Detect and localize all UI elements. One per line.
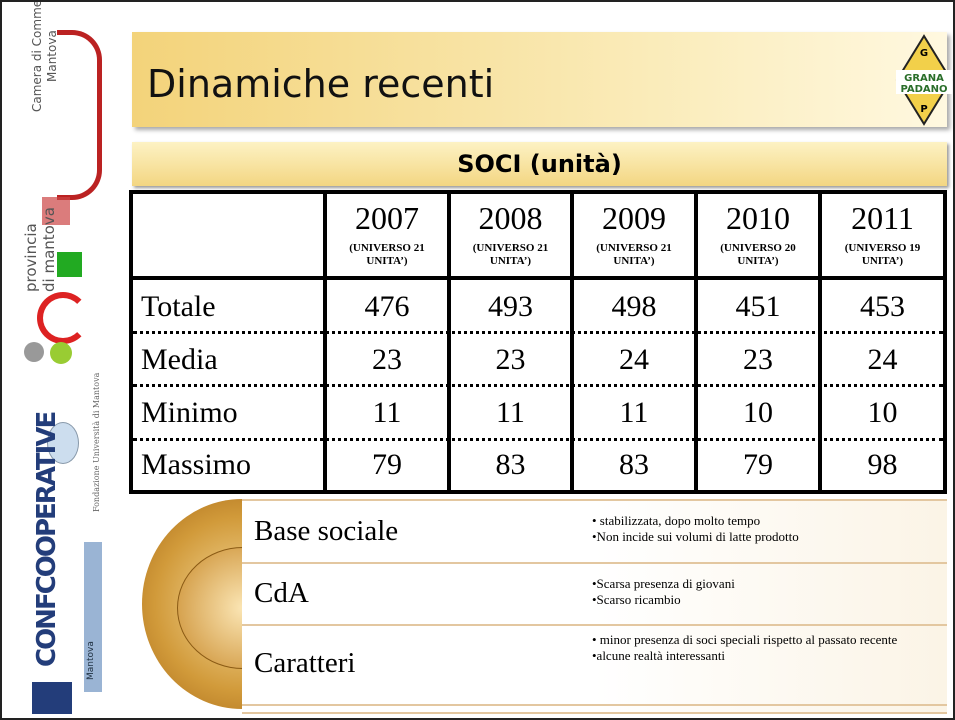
cell-value: 10 [822,386,943,440]
item-label: Caratteri [254,647,356,679]
year-note: (UNIVERSO 20 UNITA’) [720,242,796,267]
bullet: •Scarsa presenza di giovani [592,576,735,591]
corner-cell [133,194,323,276]
row-label: Massimo [133,440,323,490]
cell-value: 23 [698,333,818,386]
item-bar: Caratteri • minor presenza di soci specia… [242,624,947,706]
province-icon [57,252,82,277]
column-header: 2008 (UNIVERSO 21 UNITA’) [451,194,570,276]
cell-value: 10 [698,386,818,440]
logo-text: G [920,48,928,59]
column-header: 2009 (UNIVERSO 21 UNITA’) [574,194,694,276]
year-note: (UNIVERSO 21 UNITA’) [349,242,425,267]
coop-band [84,542,102,692]
cell-value: 476 [327,280,447,333]
title: Dinamiche recenti [147,62,495,106]
dot [50,342,72,364]
cell-value: 23 [327,333,447,386]
year: 2008 [478,200,543,236]
chamber-name: Camera di Commercio [30,0,44,112]
row-separator [133,438,943,441]
column-header: 2007 (UNIVERSO 21 UNITA’) [327,194,447,276]
cell-value: 493 [451,280,570,333]
table-caption: SOCI (unità) [132,142,947,186]
cell-value: 11 [574,386,694,440]
province-name: provincia [22,223,40,292]
item-label: Base sociale [254,514,399,547]
logo-text: GRANA [904,73,944,84]
cell-value: 11 [327,386,447,440]
cell-value: 451 [698,280,818,333]
cell-value: 24 [574,333,694,386]
logo-text: P [920,104,927,115]
foundation-seal [47,422,79,464]
logo-text: PADANO [900,84,947,95]
province-emblem [42,197,70,225]
cell-value: 23 [451,333,570,386]
logo-band [896,70,952,94]
item-bullets: • stabilizzata, dopo molto tempo •Non inc… [592,513,932,545]
chamber-city: Mantova [45,30,59,82]
cell-value: 79 [327,440,447,490]
cell-value: 24 [822,333,943,386]
item-bar [242,704,947,714]
item-label: CdA [254,577,309,609]
province-swirl [37,292,89,344]
cell-value: 83 [451,440,570,490]
row-separator [133,384,943,387]
row-label: Totale [133,280,323,333]
column-header: 2011 (UNIVERSO 19 UNITA’) [822,194,943,276]
item-bullets: •Scarsa presenza di giovani •Scarso ricam… [592,576,932,608]
coop-city: Mantova [86,641,96,680]
cell-value: 98 [822,440,943,490]
bullet: • minor presenza di soci speciali rispet… [592,632,898,647]
year: 2010 [726,200,790,236]
column-header: 2010 (UNIVERSO 20 UNITA’) [698,194,818,276]
bullet: •Scarso ricambio [592,592,681,607]
cell-value: 453 [822,280,943,333]
coop-mark [32,682,72,714]
cell-value: 498 [574,280,694,333]
province-city: di mantova [40,207,58,292]
year-note: (UNIVERSO 21 UNITA’) [472,242,549,267]
item-bar: CdA •Scarsa presenza di giovani •Scarso ri… [242,562,947,628]
chamber-logo [57,30,102,200]
grana-logo: G GRANA PADANO P [895,34,953,126]
dot [24,342,44,362]
year: 2011 [851,200,914,236]
year-note: (UNIVERSO 19 UNITA’) [844,242,921,267]
item-bullets: • minor presenza di soci speciali rispet… [592,632,932,664]
year: 2007 [355,200,419,236]
cell-value: 83 [574,440,694,490]
item-bar: Base sociale • stabilizzata, dopo molto t… [242,499,947,566]
bullet: •alcune realtà interessanti [592,648,726,663]
cell-value: 79 [698,440,818,490]
cell-value: 11 [451,386,570,440]
data-table: 2007 (UNIVERSO 21 UNITA’) 2008 (UNIVERSO 21… [129,190,947,494]
bullet: •Non incide sui volumi di latte prodotto [592,529,799,544]
row-separator [133,331,943,334]
foundation-name: Fondazione Università di Mantova [92,372,101,512]
row-label: Media [133,333,323,386]
row-label: Minimo [133,386,323,440]
year-note: (UNIVERSO 21 UNITA’) [596,242,672,267]
coop-name: CONFCOOPERATIVE [32,412,62,667]
bullet: • stabilizzata, dopo molto tempo [592,513,761,528]
year: 2009 [602,200,666,236]
title-bar [132,32,947,127]
